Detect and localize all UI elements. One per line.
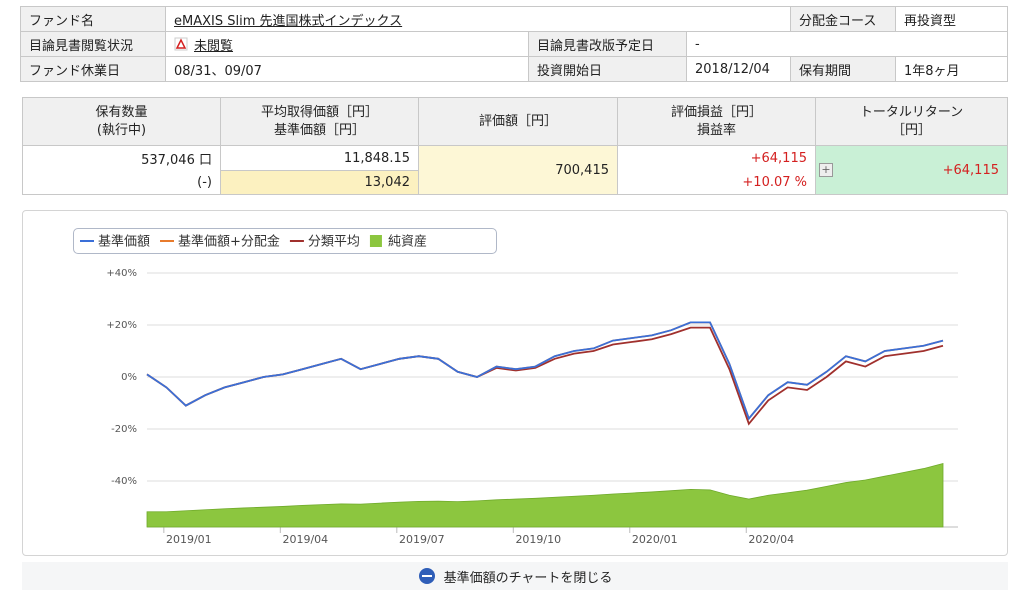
legend-box: [73, 228, 497, 254]
close-chart-button[interactable]: 基準価額のチャートを閉じる: [22, 562, 1008, 590]
cell: 700,415: [418, 145, 618, 195]
header-line: 評価額［円］: [478, 113, 557, 129]
prospectus-link[interactable]: 未閲覧: [194, 38, 234, 54]
cell: 537,046 口: [22, 145, 221, 171]
header-line: 評価損益［円］: [670, 104, 762, 120]
chart-panel: [22, 210, 1008, 556]
header-line: 保有数量: [95, 104, 148, 120]
header: 平均取得価額［円］ 基準価額［円］: [220, 97, 419, 146]
cell: +10.07 %: [617, 170, 816, 195]
value: eMAXIS Slim 先進国株式インデックス: [165, 6, 791, 32]
fund-link[interactable]: eMAXIS Slim 先進国株式インデックス: [174, 13, 403, 29]
header-line: ［円］: [891, 122, 931, 138]
label: ファンド名: [20, 6, 166, 32]
pdf-icon: [174, 37, 188, 51]
label: 分配金コース: [790, 6, 896, 32]
header-line: 基準価額［円］: [273, 122, 365, 138]
minus-icon: [418, 568, 435, 584]
expand-button[interactable]: +: [819, 163, 833, 177]
header-line: (執行中): [96, 122, 147, 138]
label: 保有期間: [790, 56, 896, 82]
cell: +64,115: [617, 145, 816, 171]
value: 08/31、09/07: [165, 56, 529, 82]
header-line: 平均取得価額［円］: [260, 104, 378, 120]
cell: +64,115: [815, 145, 1008, 195]
value: 2018/12/04: [686, 56, 791, 82]
value: -: [686, 31, 1008, 57]
label: 目論見書改版予定日: [528, 31, 687, 57]
header: 評価損益［円］ 損益率: [617, 97, 816, 146]
cell: (-): [22, 170, 221, 195]
cell: 11,848.15: [220, 145, 419, 171]
label: 目論見書閲覧状況: [20, 31, 166, 57]
label: 投資開始日: [528, 56, 687, 82]
header: トータルリターン ［円］: [815, 97, 1008, 146]
value: 未閲覧: [165, 31, 529, 57]
header-line: トータルリターン: [859, 104, 964, 120]
header: 評価額［円］: [418, 97, 618, 146]
close-chart-label: 基準価額のチャートを閉じる: [443, 570, 613, 586]
value: 再投資型: [895, 6, 1008, 32]
header: 保有数量 (執行中): [22, 97, 221, 146]
cell: 13,042: [220, 170, 419, 195]
header-line: 損益率: [696, 122, 736, 138]
value: 1年8ヶ月: [895, 56, 1008, 82]
label: ファンド休業日: [20, 56, 166, 82]
